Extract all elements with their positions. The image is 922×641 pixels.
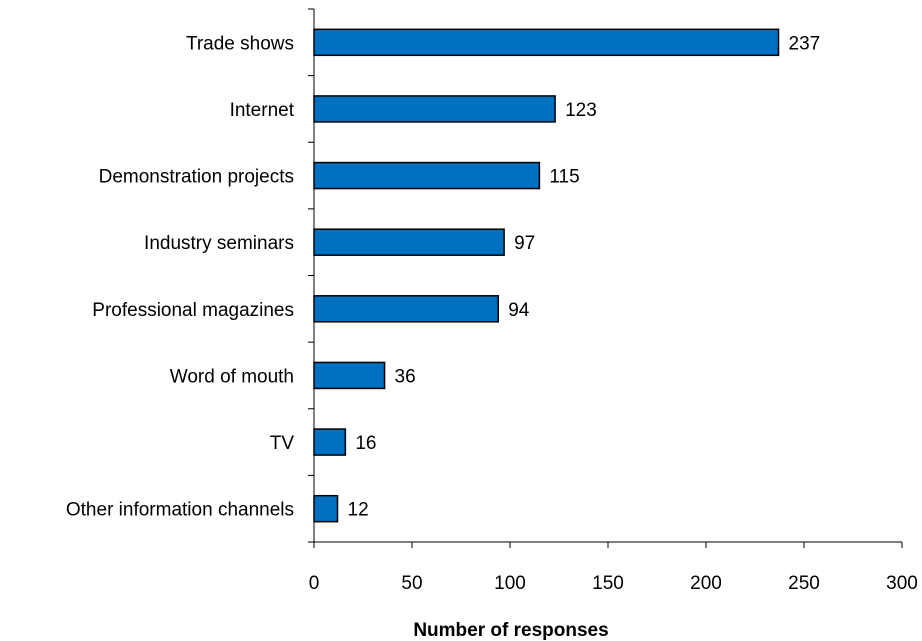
data-label: 16: [355, 433, 376, 454]
data-label: 237: [789, 33, 821, 54]
bar: [313, 95, 556, 123]
bar: [313, 295, 499, 323]
category-label: Professional magazines: [92, 300, 294, 321]
x-tick-label: 200: [690, 573, 722, 594]
category-label: Word of mouth: [170, 366, 294, 387]
data-label: 36: [395, 366, 416, 387]
bars-layer: [313, 28, 780, 523]
x-tick-label: 100: [494, 573, 526, 594]
category-label: Demonstration projects: [99, 167, 294, 188]
category-label: Industry seminars: [144, 233, 294, 254]
x-tick-label: 0: [309, 573, 320, 594]
category-label: Other information channels: [66, 500, 294, 521]
data-label: 97: [514, 233, 535, 254]
bar: [313, 28, 780, 57]
bar: [313, 494, 339, 523]
x-axis-title: Number of responses: [413, 620, 608, 641]
bar: [313, 161, 541, 190]
bar: [313, 228, 505, 256]
category-label: Trade shows: [186, 33, 294, 54]
category-label: Internet: [230, 100, 295, 121]
data-label: 12: [348, 500, 369, 521]
category-label: TV: [270, 433, 295, 454]
x-tick-label: 250: [788, 573, 820, 594]
data-label: 123: [565, 100, 597, 121]
x-tick-label: 50: [401, 573, 422, 594]
labels-layer: Trade shows 237 Internet 123 Demonstration p…: [66, 33, 918, 594]
axis-layer: [308, 8, 903, 548]
bar: [313, 361, 386, 390]
data-label: 94: [508, 300, 530, 321]
x-tick-label: 150: [592, 573, 624, 594]
x-tick-label: 300: [886, 573, 918, 594]
bar: [313, 428, 347, 456]
data-label: 115: [549, 167, 579, 188]
